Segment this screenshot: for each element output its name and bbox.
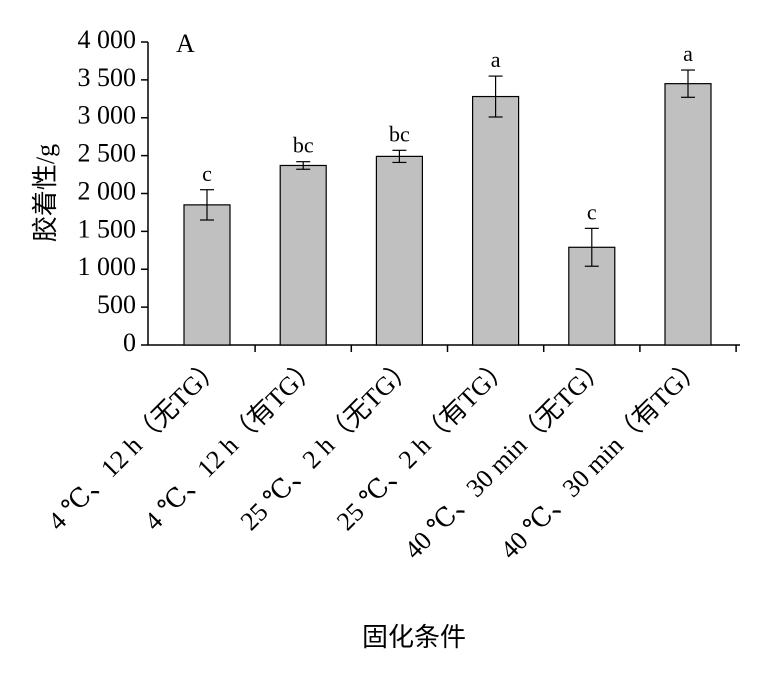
significance-label: c — [587, 199, 597, 224]
bar — [664, 83, 712, 346]
bar — [375, 155, 423, 346]
x-axis-label: 固化条件 — [362, 623, 466, 652]
y-tick-label: 4 000 — [78, 25, 137, 54]
y-tick-label: 2 500 — [78, 139, 137, 168]
y-axis-label: 胶着性/g — [31, 144, 60, 242]
bar — [472, 95, 520, 346]
y-tick-label: 500 — [97, 290, 136, 319]
y-tick-label: 1 000 — [78, 252, 137, 281]
y-tick-label: 2 000 — [78, 176, 137, 205]
bar — [183, 204, 231, 346]
panel-label: A — [176, 29, 195, 58]
significance-label: a — [683, 41, 693, 66]
y-tick-label: 3 500 — [78, 63, 137, 92]
x-tick-label: 25 ℃、2 h（无TG） — [235, 351, 420, 536]
significance-label: a — [491, 47, 501, 72]
x-tick-label: 40 ℃、30 min（有TG） — [495, 351, 709, 565]
x-tick-label: 4 ℃、12 h（有TG） — [139, 351, 324, 536]
significance-label: c — [202, 161, 212, 186]
y-tick-label: 0 — [123, 328, 136, 357]
y-tick-label: 1 500 — [78, 214, 137, 243]
x-tick-label: 25 ℃、2 h（有TG） — [331, 351, 516, 536]
significance-label: bc — [389, 121, 410, 146]
y-tick-label: 3 000 — [78, 101, 137, 130]
x-tick-label: 4 ℃、12 h（无TG） — [42, 351, 227, 536]
bar — [279, 164, 327, 346]
significance-label: bc — [293, 133, 314, 158]
